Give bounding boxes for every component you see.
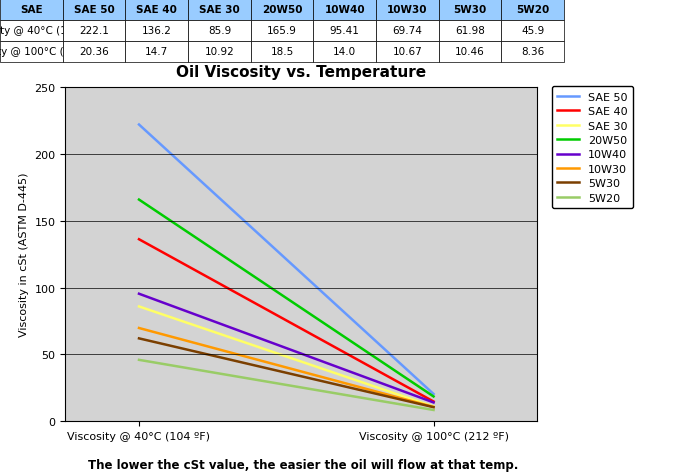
Text: The lower the cSt value, the easier the oil will flow at that temp.: The lower the cSt value, the easier the … <box>87 458 518 471</box>
Y-axis label: Viscosity in cSt (ASTM D-445): Viscosity in cSt (ASTM D-445) <box>19 173 29 337</box>
5W20 <box>135 357 143 363</box>
10W30 <box>135 326 143 331</box>
SAE 30 <box>135 304 143 309</box>
Line: SAE 30: SAE 30 <box>139 307 433 407</box>
20W50 <box>429 394 438 399</box>
Line: 5W30: 5W30 <box>139 338 433 407</box>
Line: 10W40: 10W40 <box>139 294 433 403</box>
20W50 <box>135 197 143 203</box>
10W40 <box>135 291 143 297</box>
5W30 <box>135 336 143 341</box>
SAE 40 <box>429 399 438 405</box>
Line: 20W50: 20W50 <box>139 200 433 397</box>
10W40 <box>429 400 438 406</box>
Legend: SAE 50, SAE 40, SAE 30, 20W50, 10W40, 10W30, 5W30, 5W20: SAE 50, SAE 40, SAE 30, 20W50, 10W40, 10… <box>552 87 634 209</box>
5W20 <box>429 407 438 413</box>
Line: 5W20: 5W20 <box>139 360 433 410</box>
SAE 30 <box>429 404 438 409</box>
5W30 <box>429 405 438 410</box>
Line: 10W30: 10W30 <box>139 328 433 407</box>
Title: Oil Viscosity vs. Temperature: Oil Viscosity vs. Temperature <box>176 65 426 80</box>
SAE 40 <box>135 237 143 243</box>
10W30 <box>429 404 438 410</box>
Line: SAE 40: SAE 40 <box>139 240 433 402</box>
